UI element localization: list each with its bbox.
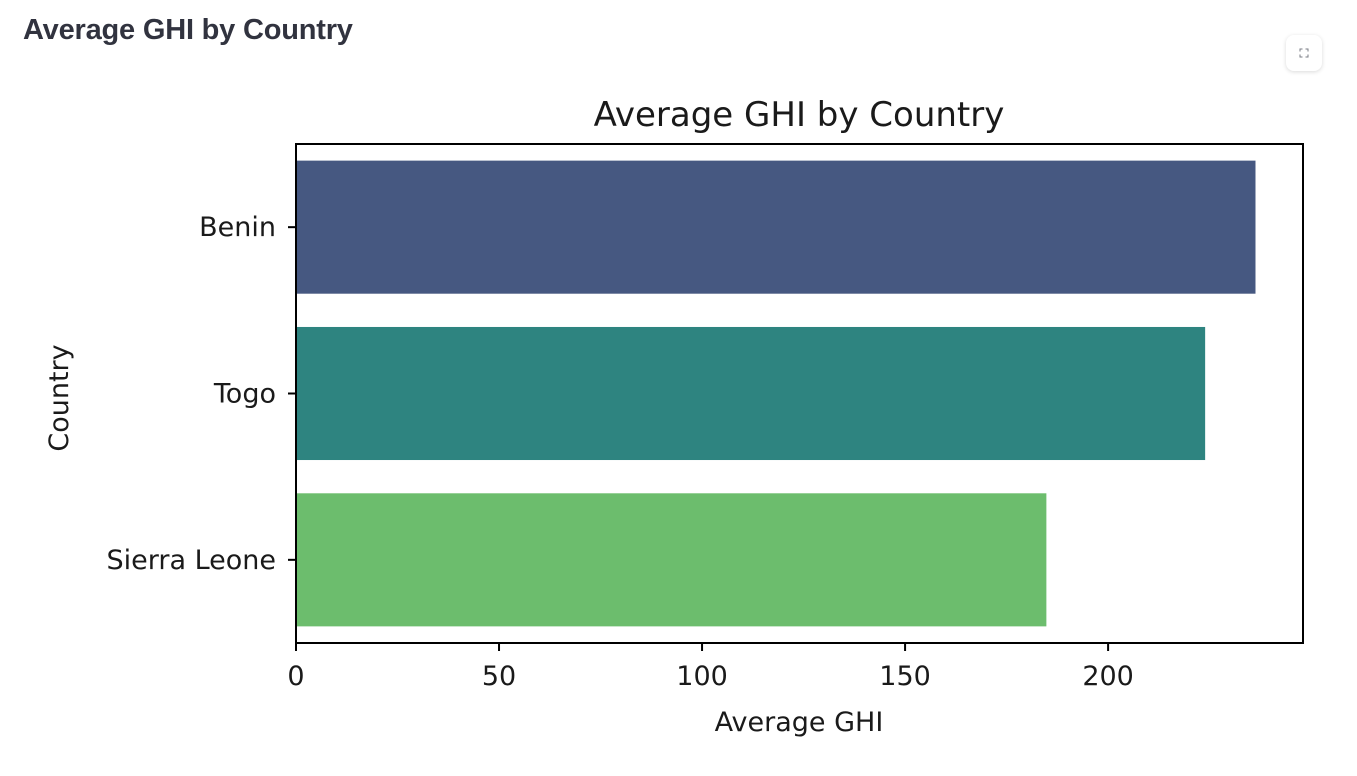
- page-title: Average GHI by Country: [23, 14, 353, 46]
- x-tick-label: 50: [482, 661, 516, 692]
- x-ticks-group: 0 50 100 150 200: [287, 643, 1134, 692]
- y-tick-label: Sierra Leone: [106, 545, 276, 576]
- fullscreen-icon: [1299, 48, 1309, 58]
- bar-togo: [296, 326, 1206, 461]
- y-tick-label: Benin: [199, 212, 276, 243]
- x-tick-label: 100: [676, 661, 728, 692]
- bars-group: [296, 160, 1256, 627]
- fullscreen-button[interactable]: [1286, 35, 1322, 71]
- bar-sierra-leone: [296, 493, 1047, 627]
- y-axis-label: Country: [44, 344, 75, 451]
- x-tick-label: 200: [1082, 661, 1134, 692]
- y-ticks-group: Benin Togo Sierra Leone: [106, 212, 296, 576]
- y-tick-label: Togo: [213, 379, 276, 410]
- x-axis-label: Average GHI: [715, 707, 884, 738]
- x-tick-label: 0: [287, 661, 304, 692]
- bar-benin: [296, 160, 1256, 294]
- x-tick-label: 150: [879, 661, 931, 692]
- chart-title: Average GHI by Country: [594, 95, 1005, 135]
